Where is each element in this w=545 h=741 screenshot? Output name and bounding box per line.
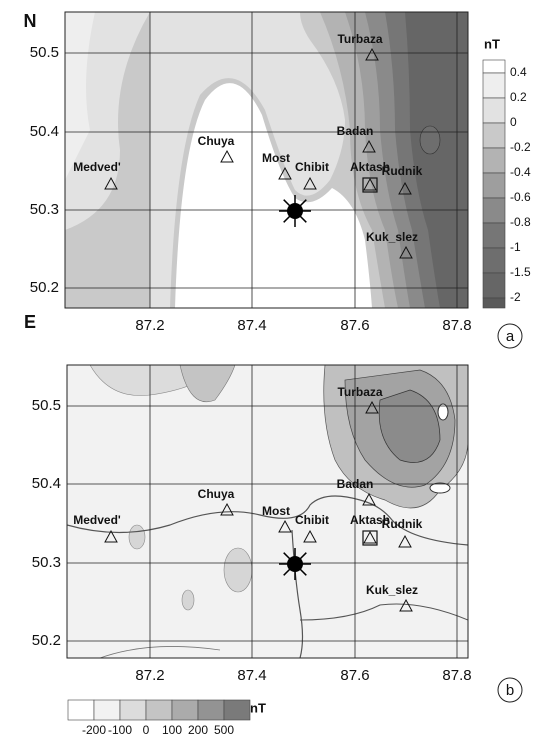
legend-swatch bbox=[483, 73, 505, 98]
legend-swatch bbox=[483, 60, 505, 73]
legend-label: -0.6 bbox=[510, 190, 531, 204]
north-label: N bbox=[24, 11, 37, 31]
station-label: Chibit bbox=[295, 513, 329, 527]
legend-swatch bbox=[483, 98, 505, 123]
y-tick-label: 50.3 bbox=[30, 201, 59, 218]
station-label: Medved' bbox=[73, 160, 121, 174]
east-label: E bbox=[24, 312, 36, 332]
station-label: Medved' bbox=[73, 513, 121, 527]
legend-swatch bbox=[68, 700, 94, 720]
unit-b: nT bbox=[250, 700, 266, 715]
y-tick-label: 50.2 bbox=[32, 632, 61, 649]
station-label: Most bbox=[262, 504, 290, 518]
legend-swatch bbox=[198, 700, 224, 720]
legend-label: -0.2 bbox=[510, 140, 531, 154]
x-tick-label: 87.2 bbox=[135, 317, 164, 334]
legend-swatch bbox=[483, 248, 505, 273]
y-tick-label: 50.2 bbox=[30, 279, 59, 296]
legend-label: -2 bbox=[510, 290, 521, 304]
station-label: Turbaza bbox=[337, 32, 382, 46]
station-label: Most bbox=[262, 151, 290, 165]
y-tick-label: 50.4 bbox=[30, 123, 59, 140]
unit-a: nT bbox=[484, 36, 500, 51]
figure: N E nT nT a b 50.5 50.4 50.3 50.2 87.2 87.4 87… bbox=[0, 0, 545, 741]
legend-swatch bbox=[172, 700, 198, 720]
legend-swatch bbox=[483, 123, 505, 148]
legend-label: -100 bbox=[108, 723, 132, 737]
station-label: Rudnik bbox=[382, 517, 423, 531]
station-label: Chuya bbox=[198, 487, 235, 501]
y-tick-label: 50.3 bbox=[32, 554, 61, 571]
legend-swatch bbox=[483, 298, 505, 308]
station-label: Kuk_slez bbox=[366, 583, 418, 597]
legend-label: 200 bbox=[188, 723, 208, 737]
legend-label: 0.4 bbox=[510, 65, 527, 79]
legend-swatch bbox=[483, 273, 505, 298]
legend-label: 100 bbox=[162, 723, 182, 737]
station-label: Badan bbox=[337, 477, 374, 491]
x-tick-label: 87.6 bbox=[340, 317, 369, 334]
epicenter bbox=[287, 556, 303, 572]
legend-swatch bbox=[120, 700, 146, 720]
x-tick-label: 87.4 bbox=[237, 667, 266, 684]
legend-label: 0 bbox=[510, 115, 517, 129]
x-tick-label: 87.2 bbox=[135, 667, 164, 684]
legend-swatch bbox=[483, 148, 505, 173]
legend-swatch bbox=[146, 700, 172, 720]
legend-label: -0.8 bbox=[510, 215, 531, 229]
panel-label: b bbox=[506, 682, 514, 699]
station-label: Rudnik bbox=[382, 164, 423, 178]
legend-swatch bbox=[483, 223, 505, 248]
x-tick-label: 87.6 bbox=[340, 667, 369, 684]
legend-label: -0.4 bbox=[510, 165, 531, 179]
legend-label: 500 bbox=[214, 723, 234, 737]
legend-swatch bbox=[224, 700, 250, 720]
x-tick-label: 87.8 bbox=[442, 317, 471, 334]
y-tick-label: 50.5 bbox=[30, 44, 59, 61]
station-label: Kuk_slez bbox=[366, 230, 418, 244]
legend-label: 0 bbox=[143, 723, 150, 737]
station-label: Turbaza bbox=[337, 385, 382, 399]
epicenter bbox=[287, 203, 303, 219]
legend-label: -1.5 bbox=[510, 265, 531, 279]
legend-label: -200 bbox=[82, 723, 106, 737]
y-tick-label: 50.5 bbox=[32, 397, 61, 414]
legend-swatch bbox=[94, 700, 120, 720]
legend-swatch bbox=[483, 198, 505, 223]
legend-label: -1 bbox=[510, 240, 521, 254]
legend-label: 0.2 bbox=[510, 90, 527, 104]
panel-label: a bbox=[506, 328, 515, 345]
x-tick-label: 87.8 bbox=[442, 667, 471, 684]
station-label: Badan bbox=[337, 124, 374, 138]
station-label: Chibit bbox=[295, 160, 329, 174]
station-label: Chuya bbox=[198, 134, 235, 148]
y-tick-label: 50.4 bbox=[32, 475, 61, 492]
x-tick-label: 87.4 bbox=[237, 317, 266, 334]
legend-swatch bbox=[483, 173, 505, 198]
